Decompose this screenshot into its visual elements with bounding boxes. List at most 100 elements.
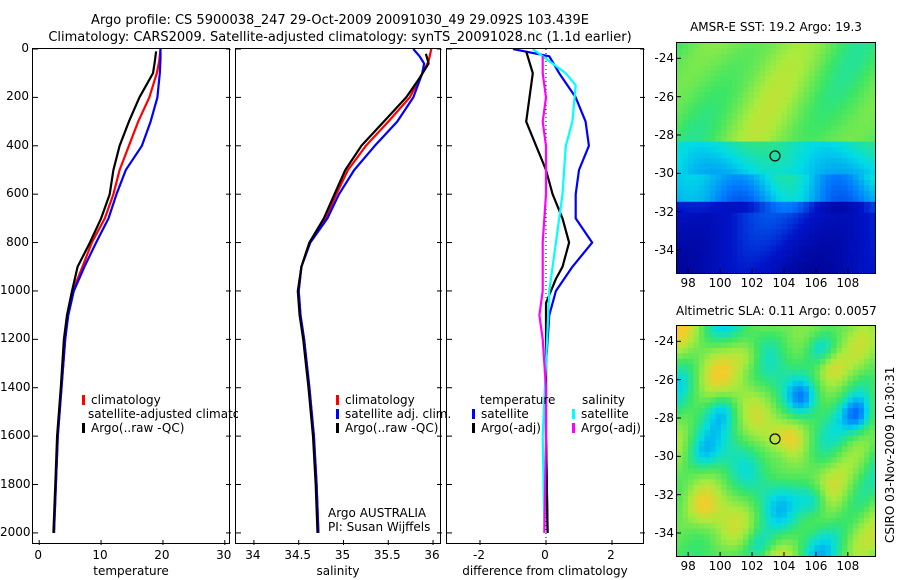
map-y-tick-label: -28 bbox=[654, 128, 674, 142]
y-tick-label: 0 bbox=[21, 41, 29, 55]
map-x-tick-label: 108 bbox=[836, 559, 860, 573]
legend-label: Argo(-adj) bbox=[581, 421, 641, 435]
argo-swatch bbox=[82, 423, 85, 433]
temperature-legend: climatology satellite-adjusted climatolo… bbox=[82, 393, 238, 435]
legend-item-climatology: climatology bbox=[336, 393, 451, 407]
map-x-tick-label: 108 bbox=[836, 276, 860, 290]
y-tick-label: 800 bbox=[6, 234, 29, 249]
salinity-panel bbox=[235, 48, 442, 545]
map-field bbox=[677, 326, 876, 557]
series-line-salinity-argo-adj- bbox=[538, 56, 548, 533]
x-tick-label: 34.5 bbox=[284, 548, 312, 562]
sla-map bbox=[677, 326, 876, 557]
legend-label: Argo(-adj) bbox=[481, 421, 541, 435]
legend-label: Argo(..raw -QC) bbox=[345, 421, 439, 435]
sla-map-panel bbox=[676, 325, 876, 557]
map-x-tick-label: 100 bbox=[708, 559, 732, 573]
argo-float-marker bbox=[769, 150, 781, 162]
map-x-tick-label: 98 bbox=[680, 559, 696, 573]
salinity-axis-label: salinity bbox=[316, 564, 360, 578]
map-y-tick-label: -30 bbox=[654, 449, 674, 464]
satellite-swatch bbox=[336, 409, 339, 419]
climatology-swatch bbox=[82, 395, 85, 405]
series-line-temperature-satellite bbox=[512, 47, 594, 533]
map-y-tick-label: -32 bbox=[654, 487, 674, 502]
map-field bbox=[677, 43, 876, 274]
x-tick-label: 35.5 bbox=[373, 548, 401, 562]
legend-item-satellite: satellite adj. clim. bbox=[336, 407, 451, 421]
map-x-tick-label: 106 bbox=[804, 559, 828, 573]
x-tick-label: -2 bbox=[473, 548, 485, 562]
satellite-swatch bbox=[472, 409, 475, 419]
climatology-swatch bbox=[336, 395, 339, 405]
map-y-tick-label: -30 bbox=[654, 166, 674, 181]
y-tick-label: 1600 bbox=[0, 428, 31, 443]
argo-salinity-swatch bbox=[572, 423, 575, 433]
legend-item-sal-satellite: satellite bbox=[572, 407, 641, 421]
csiro-credit: CSIRO 03-Nov-2009 10:30:31 bbox=[883, 366, 897, 543]
series-line-argo-raw-qc- bbox=[52, 51, 158, 533]
legend-item-satellite: satellite-adjusted climatolog bbox=[82, 407, 238, 421]
map-y-tick-label: -34 bbox=[654, 243, 674, 257]
map-x-tick-label: 100 bbox=[708, 276, 732, 290]
temperature-panel bbox=[32, 48, 231, 545]
map-x-tick-label: 102 bbox=[740, 559, 764, 573]
sst-map bbox=[677, 43, 876, 274]
argo-swatch bbox=[336, 423, 339, 433]
map-y-tick-label: -28 bbox=[654, 411, 674, 425]
sst-map-panel bbox=[676, 42, 876, 274]
legend-label: satellite bbox=[481, 407, 529, 421]
y-tick-label: 400 bbox=[6, 137, 29, 152]
difference-legend-temperature: temperature satellite Argo(-adj) bbox=[472, 393, 555, 435]
legend-item-sal-argo: Argo(-adj) bbox=[572, 421, 641, 435]
y-tick-label: 1400 bbox=[0, 379, 31, 394]
series-line-climatology bbox=[297, 48, 433, 533]
legend-label: climatology bbox=[91, 393, 161, 407]
x-tick-label: 20 bbox=[154, 548, 170, 562]
y-tick-label: 600 bbox=[6, 186, 29, 201]
series-line-climatology bbox=[52, 48, 162, 533]
temperature-profile-chart bbox=[33, 48, 231, 545]
x-tick-label: 36 bbox=[424, 548, 440, 562]
map-y-tick-label: -26 bbox=[654, 89, 674, 104]
argo-float-marker bbox=[769, 433, 781, 445]
y-tick-label: 1200 bbox=[0, 331, 31, 346]
map-x-tick-label: 98 bbox=[680, 276, 696, 290]
y-tick-label: 200 bbox=[6, 89, 29, 104]
x-tick-label: 2 bbox=[607, 548, 615, 562]
argo-attribution: Argo AUSTRALIA PI: Susan Wijffels bbox=[328, 506, 430, 534]
x-tick-label: 0 bbox=[541, 548, 549, 562]
legend-label: Argo(..raw -QC) bbox=[91, 421, 185, 435]
satellite-salinity-swatch bbox=[572, 409, 575, 419]
difference-legend-salinity: salinity satellite Argo(-adj) bbox=[572, 393, 641, 435]
y-tick-label: 1800 bbox=[0, 476, 31, 491]
argo-program-label: Argo AUSTRALIA bbox=[328, 506, 427, 520]
sla-map-title: Altimetric SLA: 0.11 Argo: 0.0057 bbox=[676, 304, 877, 318]
legend-item-climatology: climatology bbox=[82, 393, 238, 407]
principal-investigator-label: PI: Susan Wijffels bbox=[328, 520, 431, 534]
map-y-tick-label: -24 bbox=[654, 51, 674, 66]
legend-label: satellite adj. clim. bbox=[345, 407, 452, 421]
map-x-tick-label: 106 bbox=[804, 276, 828, 290]
x-tick-label: 0 bbox=[34, 548, 42, 562]
argo-swatch bbox=[472, 423, 475, 433]
legend-title-salinity: salinity bbox=[582, 393, 626, 407]
series-line-satellite-adjusted-climatology bbox=[52, 49, 162, 533]
legend-label: satellite bbox=[581, 407, 629, 421]
difference-profile-chart bbox=[447, 47, 645, 545]
sst-map-title: AMSR-E SST: 19.2 Argo: 19.3 bbox=[690, 20, 862, 34]
x-tick-label: 10 bbox=[92, 548, 108, 562]
legend-item-argo: Argo(..raw -QC) bbox=[82, 421, 238, 435]
difference-panel bbox=[446, 47, 645, 545]
map-y-tick-label: -24 bbox=[654, 334, 674, 349]
map-y-tick-label: -34 bbox=[654, 526, 674, 540]
x-tick-label: 35 bbox=[334, 548, 351, 562]
plot-title-line1: Argo profile: CS 5900038_247 29-Oct-2009… bbox=[91, 13, 589, 28]
temperature-axis-label: temperature bbox=[93, 564, 169, 578]
map-x-tick-label: 104 bbox=[772, 276, 796, 290]
map-y-tick-label: -26 bbox=[654, 372, 674, 387]
y-tick-label: 2000 bbox=[0, 524, 31, 539]
series-line-temperature-argo-adj- bbox=[525, 51, 571, 533]
plot-title-line2: Climatology: CARS2009. Satellite-adjuste… bbox=[48, 30, 632, 45]
map-y-tick-label: -32 bbox=[654, 204, 674, 219]
